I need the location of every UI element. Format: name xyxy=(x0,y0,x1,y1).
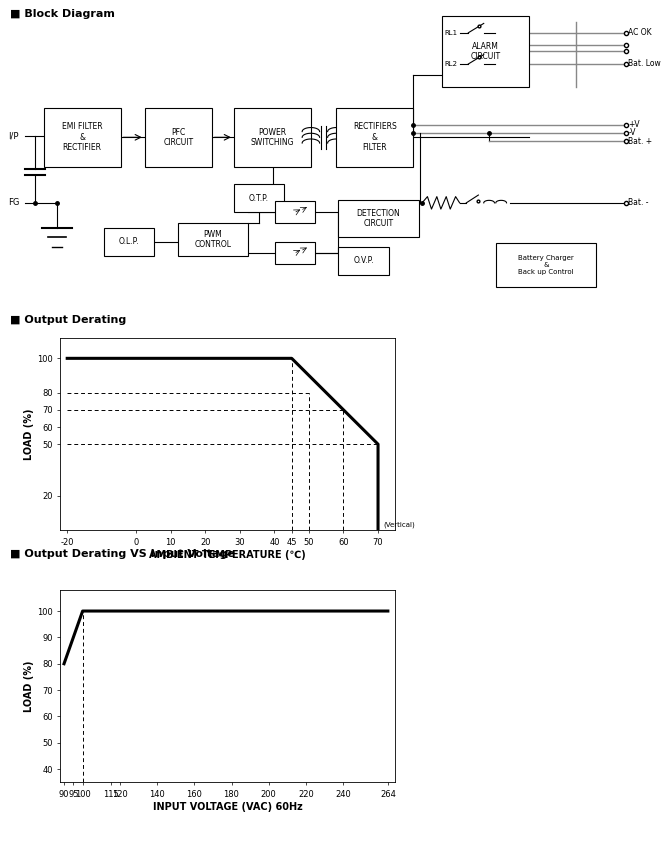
Bar xyxy=(178,223,248,256)
Text: +V: +V xyxy=(628,121,640,129)
Text: DETECTION
CIRCUIT: DETECTION CIRCUIT xyxy=(356,209,401,228)
Text: ■ Block Diagram: ■ Block Diagram xyxy=(10,9,115,20)
Y-axis label: LOAD (%): LOAD (%) xyxy=(24,660,34,712)
Text: EMI FILTER
&
RECTIFIER: EMI FILTER & RECTIFIER xyxy=(62,122,103,152)
Bar xyxy=(234,184,284,212)
Text: PFC
CIRCUIT: PFC CIRCUIT xyxy=(163,127,193,147)
Bar xyxy=(275,201,315,223)
Text: (Vertical): (Vertical) xyxy=(383,522,415,528)
Text: ■ Output Derating: ■ Output Derating xyxy=(10,315,127,325)
Text: -V: -V xyxy=(628,128,636,137)
Bar xyxy=(145,108,212,167)
X-axis label: AMBIENT TEMPERATURE (℃): AMBIENT TEMPERATURE (℃) xyxy=(149,550,306,559)
Bar xyxy=(234,108,311,167)
Text: RECTIFIERS
&
FILTER: RECTIFIERS & FILTER xyxy=(353,122,397,152)
Text: O.V.P.: O.V.P. xyxy=(353,256,374,265)
Text: FG: FG xyxy=(8,198,19,208)
Bar xyxy=(442,15,529,87)
Bar xyxy=(336,108,413,167)
Bar xyxy=(44,108,121,167)
X-axis label: INPUT VOLTAGE (VAC) 60Hz: INPUT VOLTAGE (VAC) 60Hz xyxy=(153,802,303,811)
Bar xyxy=(496,244,596,287)
Text: AC OK: AC OK xyxy=(628,28,652,38)
Y-axis label: LOAD (%): LOAD (%) xyxy=(24,408,34,460)
Text: O.L.P.: O.L.P. xyxy=(119,238,139,246)
Text: ■ Output Derating VS Input Voltage: ■ Output Derating VS Input Voltage xyxy=(10,549,235,559)
Text: I/P: I/P xyxy=(8,132,19,140)
Text: PWM
CONTROL: PWM CONTROL xyxy=(194,230,231,249)
Text: Bat. Low: Bat. Low xyxy=(628,60,661,68)
Text: ALARM
CIRCUIT: ALARM CIRCUIT xyxy=(471,42,500,62)
Text: O.T.P.: O.T.P. xyxy=(249,194,269,203)
Text: RL2: RL2 xyxy=(444,61,457,67)
Text: Bat. -: Bat. - xyxy=(628,198,649,208)
Bar xyxy=(338,200,419,237)
Text: Bat. +: Bat. + xyxy=(628,137,653,145)
Bar xyxy=(338,246,389,274)
Bar xyxy=(275,242,315,263)
Text: RL1: RL1 xyxy=(444,30,458,36)
Bar xyxy=(104,227,154,256)
Text: POWER
SWITCHING: POWER SWITCHING xyxy=(251,127,294,147)
Text: Battery Charger
&
Back up Control: Battery Charger & Back up Control xyxy=(518,256,574,275)
